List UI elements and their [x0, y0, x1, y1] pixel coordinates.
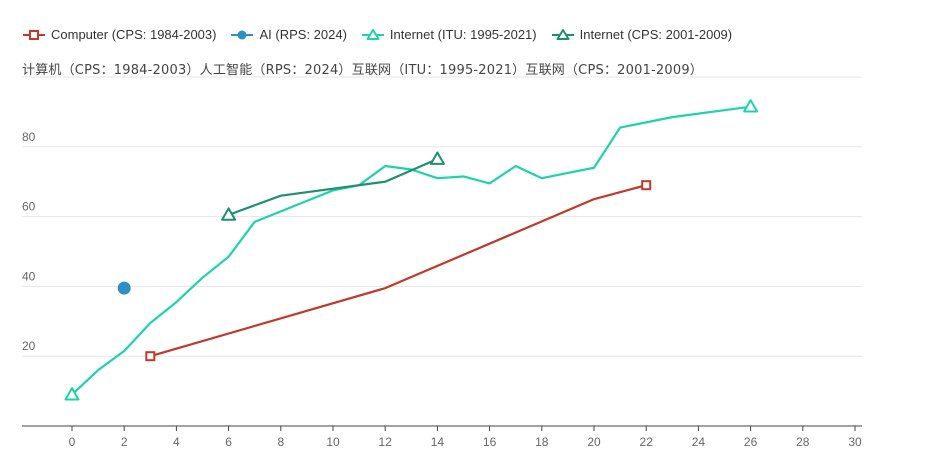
x-tick-label: 30	[848, 435, 862, 449]
y-tick-label: 40	[22, 269, 36, 283]
series-1-point	[117, 281, 131, 295]
series-line-2	[71, 105, 751, 396]
triangle-marker-icon	[551, 28, 574, 40]
x-tick-label: 12	[379, 435, 393, 449]
circle-marker-icon	[231, 30, 254, 39]
legend-label: Internet (CPS: 2001-2009)	[579, 27, 733, 42]
x-tick-label: 6	[225, 435, 232, 449]
x-tick-label: 22	[640, 435, 654, 449]
x-tick-label: 18	[535, 435, 549, 449]
x-tick-label: 16	[483, 435, 497, 449]
y-tick-label: 80	[22, 130, 36, 144]
x-tick-label: 0	[69, 435, 76, 449]
triangle-marker-icon	[361, 28, 384, 40]
legend-label: Computer (CPS: 1984-2003)	[51, 27, 217, 42]
series-2-point	[64, 387, 80, 401]
x-tick-label: 10	[326, 435, 340, 449]
legend-label: AI (RPS: 2024)	[259, 27, 347, 42]
square-marker-icon	[23, 29, 45, 40]
legend-item[interactable]: Internet (ITU: 1995-2021)	[361, 27, 537, 42]
x-tick-label: 24	[692, 435, 706, 449]
chart-subtitle: 计算机（CPS：1984-2003）人工智能（RPS：2024）互联网（ITU：…	[22, 63, 704, 78]
chart-legend: Computer (CPS: 1984-2003) AI (RPS: 2024) I…	[22, 27, 732, 42]
legend-item[interactable]: AI (RPS: 2024)	[230, 27, 347, 42]
x-tick-label: 28	[796, 435, 810, 449]
legend-item[interactable]: Internet (CPS: 2001-2009)	[551, 27, 732, 42]
x-tick-label: 26	[744, 435, 758, 449]
legend-item[interactable]: Computer (CPS: 1984-2003)	[22, 27, 216, 42]
series-3-point	[221, 207, 237, 221]
y-tick-label: 20	[22, 339, 36, 353]
legend-label: Internet (ITU: 1995-2021)	[389, 27, 537, 42]
series-line-3	[228, 158, 438, 216]
x-tick-label: 8	[277, 435, 284, 449]
x-tick-label: 4	[173, 435, 180, 449]
x-tick-label: 20	[587, 435, 601, 449]
series-2-point	[743, 99, 759, 113]
x-tick-label: 14	[431, 435, 445, 449]
series-3-point	[429, 151, 445, 165]
series-0-point	[641, 180, 652, 191]
x-tick-label: 2	[121, 435, 128, 449]
series-line-0	[149, 184, 647, 358]
series-0-point	[145, 351, 156, 362]
y-tick-label: 60	[22, 200, 36, 214]
